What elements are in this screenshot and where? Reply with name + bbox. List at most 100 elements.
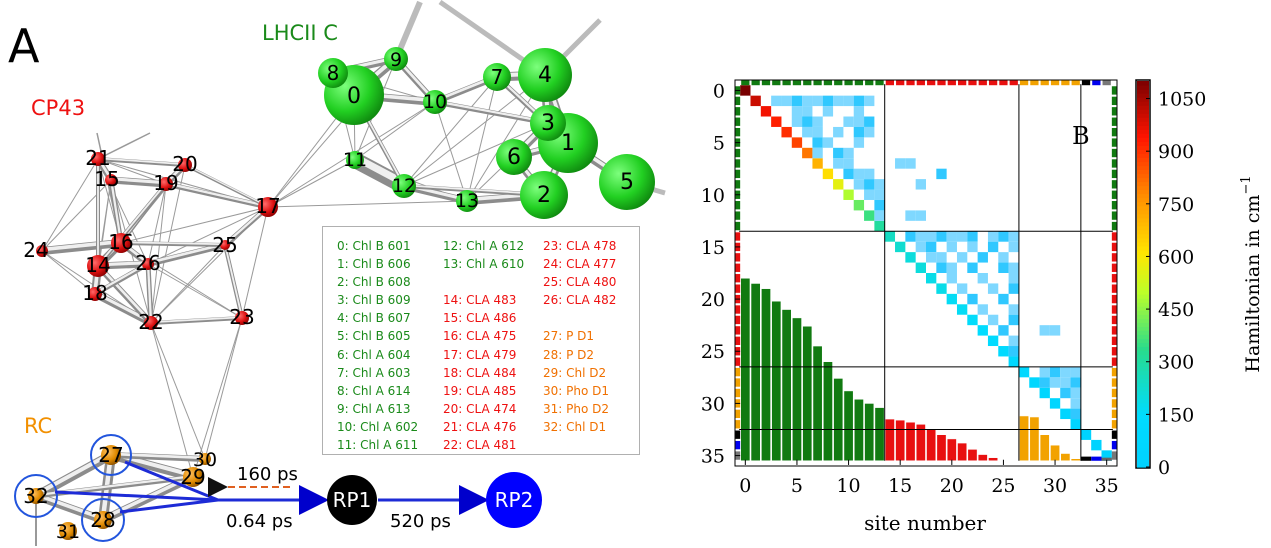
red-bar [946,438,957,462]
colorbar-tick-label: 900 [1158,141,1194,163]
heatmap-coupling-cell [967,262,978,273]
x-tick-label: 10 [836,475,860,497]
node-17 [258,197,278,217]
colorbar: 0 150 300 450 600 750 900 1050 Hamiltonian in c… [1135,79,1264,479]
colorbar-step [1137,125,1149,130]
colorbar-step [1137,390,1149,396]
heatmap-coupling-cell [822,106,834,117]
coupling-line [403,122,549,187]
colorbar-step [1137,141,1149,146]
colorbar-step [1137,81,1149,86]
colorbar-step [1137,233,1149,239]
coupling-tube-highlight [120,241,226,246]
colorbar-step [1137,410,1149,416]
rp2-label: RP2 [495,488,534,512]
left-edge-marker [735,96,741,106]
top-edge-marker [772,80,781,86]
node-label: 21 [85,146,110,170]
right-edge-marker [1111,440,1117,450]
colorbar-tick-label: 150 [1158,404,1194,426]
heatmap-coupling-cell [1008,241,1019,253]
right-edge-marker [1111,305,1117,314]
node-8 [318,58,348,88]
lower-bars [740,277,1112,462]
colorbar-step [1137,157,1149,163]
heatmap-diag-cell [998,346,1009,357]
left-edge-marker [735,326,741,335]
colorbar-step [1137,237,1149,243]
heatmap-coupling-cell [853,137,865,148]
left-edge-marker [735,409,741,419]
heatmap-diag-cell [1029,377,1040,388]
coupling-line [403,74,546,187]
colorbar-step [1137,330,1149,335]
colorbar-step [1137,121,1149,126]
heatmap-coupling-cell [1039,377,1050,388]
rp2-node [486,472,542,528]
heatmap-diag-cell [1070,419,1081,430]
coupling-line [41,250,96,295]
tail-bar [1091,456,1102,461]
tail-bar [1101,457,1112,461]
colorbar-step [1137,185,1149,191]
right-edge-marker [1111,326,1117,335]
heatmap-coupling-cell [864,189,875,200]
heatmap-diag-cell [740,85,751,96]
heatmap-diag-cell [874,220,885,232]
heatmap-coupling-cell [1008,346,1019,357]
heatmap-diag-cell [1039,387,1050,399]
heatmap-coupling-cell [864,116,875,127]
colorbar-ticks: 0 150 300 450 600 750 900 1050 [1146,89,1206,479]
heatmap-cells [740,85,1112,461]
legend-entry: 2: Chl B 608 [337,275,411,290]
heatmap-coupling-cell [956,252,968,263]
node-7 [483,63,511,91]
heatmap-coupling-cell [1060,377,1071,388]
heatmap-diag-cell [1101,450,1112,461]
legend-entry: 14: CLA 483 [443,293,517,308]
node-20 [178,158,192,172]
heatmap-coupling-cell [956,231,968,242]
right-edge-marker [1111,242,1117,252]
rc-circle-28 [81,498,125,542]
node-label: 6 [507,145,521,170]
legend-entry: 8: Chl A 614 [337,383,411,398]
heatmap-coupling-cell [915,210,926,221]
heatmap-diag-cell [1008,356,1019,367]
node-label: 14 [85,253,110,277]
orange-bar [1029,416,1040,462]
colorbar-step [1137,422,1149,428]
coupling-line [97,132,151,160]
node-label: 11 [343,149,367,171]
node-19 [159,177,173,191]
heatmap-diag-cell [1091,439,1102,451]
heatmap-coupling-cell [1008,335,1019,347]
colorbar-step [1137,386,1149,392]
heatmap-coupling-cell [946,241,957,253]
colorbar-step [1137,117,1149,122]
colorbar-step [1137,454,1149,460]
top-edge-marker [1081,80,1091,86]
colorbar-step [1137,265,1149,271]
heatmap-diag-cell [864,210,875,221]
colorbar-step [1137,253,1149,259]
heatmap-coupling-cell [905,158,916,169]
left-edge-marker [735,378,741,387]
green-bar [874,407,885,462]
legend-entry: 19: CLA 485 [443,383,517,398]
heatmap-coupling-cell [843,168,854,180]
x-tick-label: 0 [739,475,751,497]
colorbar-step [1137,430,1149,436]
heatmap-diag-cell [1060,408,1071,420]
heatmap-coupling-cell [802,116,813,127]
y-tick-label: 10 [701,185,725,207]
heatmap-coupling-cell [915,179,926,190]
coupling-tube-highlight [40,239,123,252]
heatmap-coupling-cell [802,106,813,117]
colorbar-step [1137,398,1149,404]
right-edge-marker [1111,409,1117,419]
heatmap-coupling-cell [1070,398,1081,409]
node-26 [142,258,154,270]
node-13 [456,190,478,212]
left-edge-marker [735,315,741,325]
